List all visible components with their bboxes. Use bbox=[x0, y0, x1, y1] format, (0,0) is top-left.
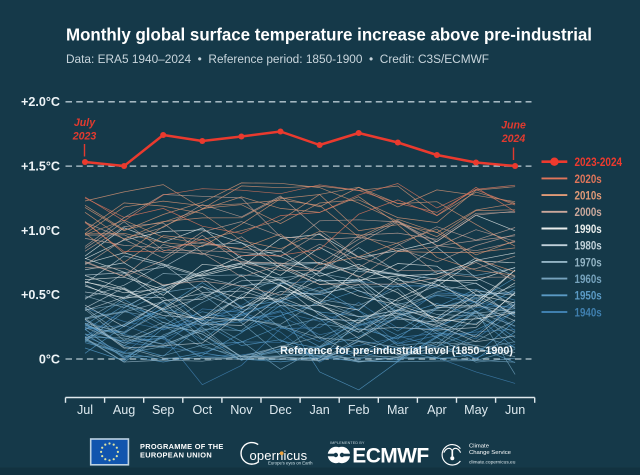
svg-text:+2.0°C: +2.0°C bbox=[21, 95, 60, 109]
svg-text:IMPLEMENTED BY: IMPLEMENTED BY bbox=[330, 441, 365, 445]
svg-text:July: July bbox=[74, 117, 96, 129]
svg-text:EUROPEAN UNION: EUROPEAN UNION bbox=[140, 451, 212, 460]
svg-text:Data: ERA5 1940–2024 • Refer: Data: ERA5 1940–2024 • Reference period:… bbox=[66, 52, 489, 66]
svg-text:Dec: Dec bbox=[269, 403, 291, 417]
svg-text:climate.copernicus.eu: climate.copernicus.eu bbox=[469, 460, 516, 466]
svg-text:Change Service: Change Service bbox=[469, 450, 512, 456]
svg-text:1950s: 1950s bbox=[575, 289, 603, 303]
svg-text:Oct: Oct bbox=[193, 403, 213, 417]
svg-text:2023-2024: 2023-2024 bbox=[575, 155, 623, 169]
svg-text:Mar: Mar bbox=[387, 403, 409, 417]
svg-text:June: June bbox=[501, 120, 526, 132]
svg-text:0°C: 0°C bbox=[39, 352, 60, 366]
svg-text:Climate: Climate bbox=[469, 444, 490, 450]
svg-text:Feb: Feb bbox=[348, 403, 370, 417]
svg-text:1940s: 1940s bbox=[575, 305, 603, 319]
svg-text:1990s: 1990s bbox=[575, 222, 603, 236]
svg-text:Sep: Sep bbox=[152, 403, 174, 417]
svg-text:+1.0°C: +1.0°C bbox=[21, 224, 60, 238]
svg-text:Apr: Apr bbox=[427, 403, 447, 417]
svg-text:Reference for pre-industrial l: Reference for pre-industrial level (1850… bbox=[280, 345, 513, 357]
svg-text:1970s: 1970s bbox=[575, 255, 603, 269]
svg-text:1960s: 1960s bbox=[575, 272, 603, 286]
svg-text:Monthly global surface tempera: Monthly global surface temperature incre… bbox=[66, 25, 592, 45]
svg-text:Aug: Aug bbox=[113, 403, 135, 417]
svg-text:2010s: 2010s bbox=[575, 189, 603, 203]
svg-text:2020s: 2020s bbox=[575, 172, 603, 186]
svg-text:PROGRAMME OF THE: PROGRAMME OF THE bbox=[140, 442, 224, 451]
svg-text:ECMWF: ECMWF bbox=[352, 444, 429, 467]
svg-text:Jul: Jul bbox=[77, 403, 93, 417]
svg-text:Jun: Jun bbox=[505, 403, 525, 417]
svg-text:2024: 2024 bbox=[501, 133, 526, 145]
svg-text:1980s: 1980s bbox=[575, 239, 603, 253]
svg-text:Nov: Nov bbox=[230, 403, 253, 417]
svg-text:Europe's eyes on Earth: Europe's eyes on Earth bbox=[268, 461, 313, 466]
svg-text:2023: 2023 bbox=[72, 131, 97, 143]
svg-text:+1.5°C: +1.5°C bbox=[21, 160, 60, 174]
svg-text:opernicus: opernicus bbox=[250, 448, 308, 463]
svg-text:2000s: 2000s bbox=[575, 205, 603, 219]
svg-text:+0.5°C: +0.5°C bbox=[21, 288, 60, 302]
svg-text:May: May bbox=[464, 403, 488, 417]
svg-text:Jan: Jan bbox=[309, 403, 329, 417]
